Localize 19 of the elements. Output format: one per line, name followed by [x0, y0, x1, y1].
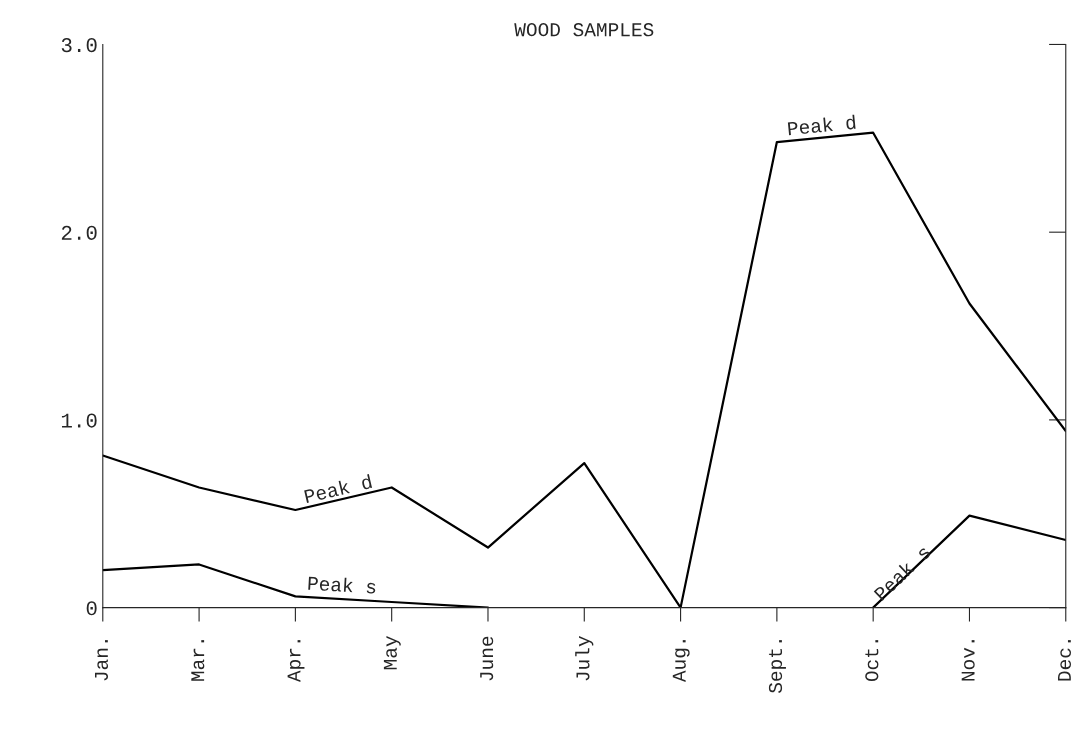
annotation: Peak s [308, 575, 376, 594]
x-tick-label: Jan. [95, 640, 109, 681]
x-tick-label: Dec. [1057, 640, 1071, 681]
x-tick-label: Aug. [672, 640, 690, 683]
annotation: Peak d [303, 474, 373, 504]
x-tick-label: Apr. [287, 640, 305, 683]
annotation: Peak d [787, 114, 856, 136]
y-tick-label: 3.0 [61, 38, 97, 53]
y-tick-label: 1.0 [61, 413, 97, 428]
x-tick-label: Oct. [865, 640, 879, 682]
y-tick-label: 0 [86, 601, 97, 616]
x-tick-label: July [575, 636, 594, 681]
x-tick-label: Mar. [191, 640, 205, 681]
x-tick-label: Sept. [768, 640, 786, 693]
x-tick-label: Nov. [961, 640, 975, 681]
x-tick-label: May [383, 636, 401, 670]
x-tick-label: June [480, 636, 494, 681]
chart-title: WOOD SAMPLES [514, 23, 654, 37]
y-tick-label: 2.0 [61, 225, 97, 240]
